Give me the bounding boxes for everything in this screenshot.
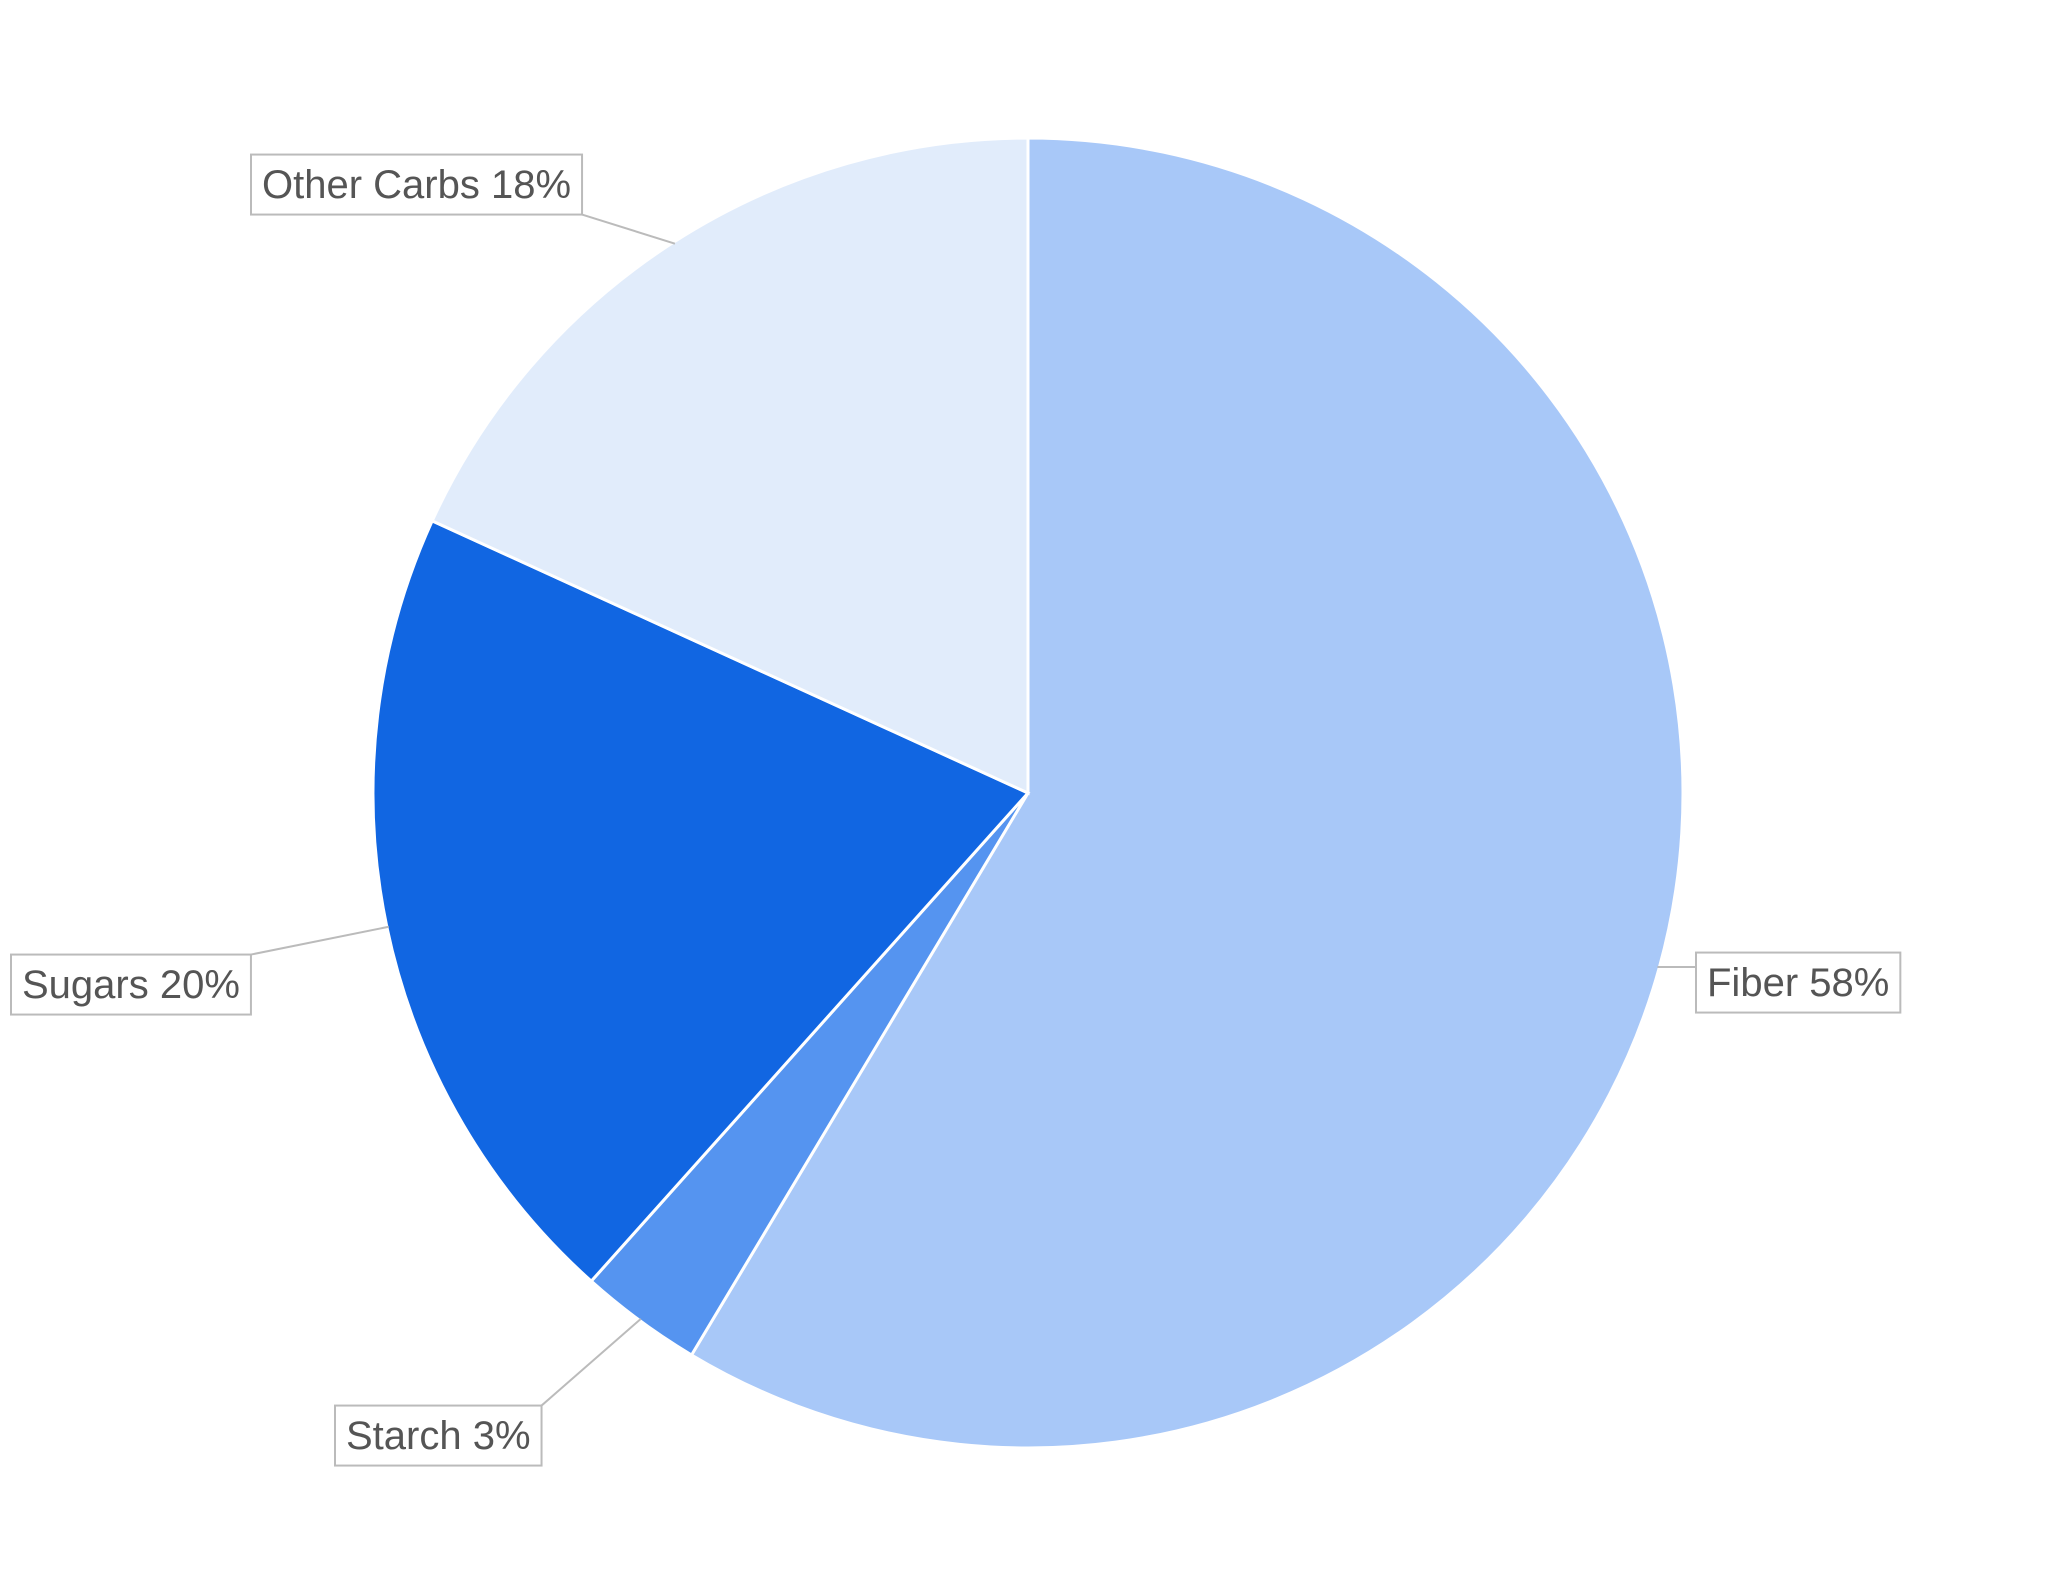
label-box [1695, 951, 1902, 1014]
leader-line [581, 213, 676, 245]
slice-label: Other Carbs 18% [250, 153, 584, 216]
slice-label: Starch 3% [334, 1404, 543, 1467]
label-value: 18% [491, 163, 571, 207]
leader-line [540, 1318, 642, 1407]
pie-slice [430, 136, 1030, 796]
label-text: Sugars 20% [22, 963, 240, 1007]
label-value: 20% [160, 963, 240, 1007]
label-category: Starch [346, 1414, 462, 1458]
slice-label: Sugars 20% [10, 953, 252, 1016]
label-box [10, 953, 252, 1016]
label-text: Other Carbs 18% [262, 163, 571, 207]
label-box [250, 153, 584, 216]
label-value: 3% [473, 1414, 531, 1458]
label-text: Starch 3% [346, 1414, 531, 1458]
label-category: Fiber [1707, 961, 1798, 1005]
label-box [334, 1404, 543, 1467]
label-text: Fiber 58% [1707, 961, 1889, 1005]
slice-label: Fiber 58% [1695, 951, 1902, 1014]
label-value: 58% [1809, 961, 1889, 1005]
label-category: Other Carbs [262, 163, 480, 207]
label-category: Sugars [22, 963, 149, 1007]
leader-line [250, 925, 390, 956]
